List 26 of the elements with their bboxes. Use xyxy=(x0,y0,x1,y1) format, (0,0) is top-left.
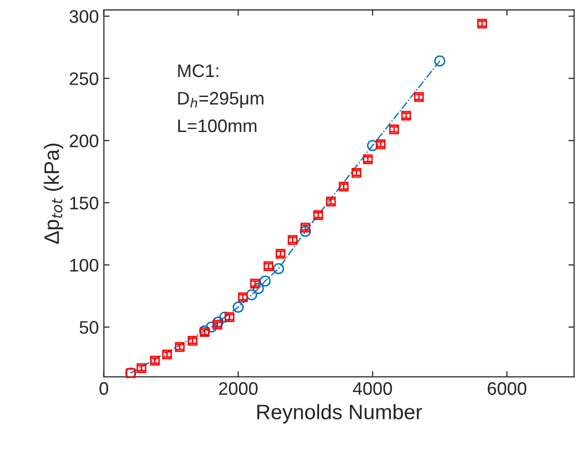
point xyxy=(272,263,284,274)
x-tick-label: 0 xyxy=(100,382,108,395)
y-axis-title: Δp$_{tot}$ (kPa) xyxy=(44,144,64,244)
point xyxy=(212,316,224,328)
y-tick-label: 100 xyxy=(70,258,98,272)
x-tick-label: 2000 xyxy=(219,382,258,395)
x-axis-title: Reynolds Number xyxy=(257,404,422,424)
point xyxy=(367,140,378,152)
x-tick-label: 4000 xyxy=(352,382,392,395)
annotation: MC1: xyxy=(178,64,218,78)
point xyxy=(300,226,311,237)
point xyxy=(232,302,244,313)
annotation: D$_{h}$=295μm xyxy=(178,92,264,108)
y-tick-label: 150 xyxy=(70,196,98,210)
y-tick-label: 50 xyxy=(80,321,98,334)
point xyxy=(246,289,258,300)
y-tick-label: 300 xyxy=(70,10,98,23)
point xyxy=(219,312,230,323)
annotation: L=100mm xyxy=(178,119,256,132)
y-tick-label: 200 xyxy=(70,134,98,148)
point xyxy=(434,55,446,67)
point xyxy=(252,282,264,294)
point xyxy=(206,322,217,333)
point xyxy=(260,276,271,287)
x-tick-label: 6000 xyxy=(488,382,526,395)
y-tick-label: 250 xyxy=(70,72,98,86)
